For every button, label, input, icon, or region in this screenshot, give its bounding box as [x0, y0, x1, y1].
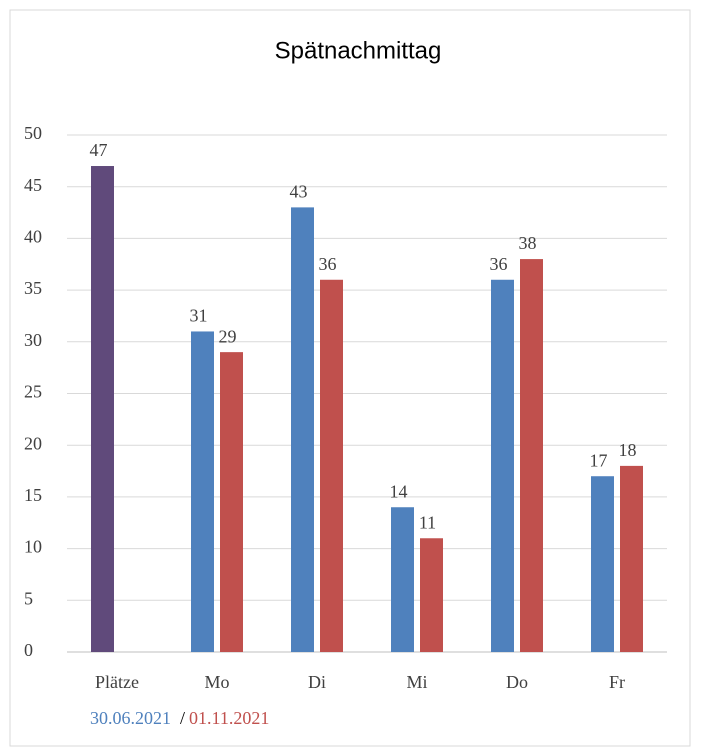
data-label: 36 — [490, 254, 508, 274]
legend-entry: / — [180, 708, 185, 728]
y-tick-label: 5 — [24, 588, 33, 608]
bar — [620, 465, 643, 652]
bar — [591, 476, 614, 652]
data-label: 31 — [190, 306, 208, 326]
data-label: 18 — [619, 440, 637, 460]
data-label: 29 — [219, 326, 237, 346]
data-label: 14 — [390, 481, 408, 501]
bar — [420, 538, 443, 652]
data-label: 47 — [90, 140, 108, 160]
data-label: 43 — [290, 182, 308, 202]
y-tick-label: 0 — [24, 640, 33, 660]
y-tick-label: 25 — [24, 382, 42, 402]
bar — [291, 207, 314, 652]
bar — [391, 507, 414, 652]
y-tick-label: 10 — [24, 537, 42, 557]
y-tick-label: 40 — [24, 227, 42, 247]
legend-entry: 30.06.2021 — [90, 708, 171, 728]
chart-title: Spätnachmittag — [275, 37, 442, 64]
bar — [220, 352, 243, 652]
legend: 30.06.2021 /01.11.2021 — [90, 708, 269, 728]
data-label: 36 — [319, 254, 337, 274]
y-tick-label: 15 — [24, 485, 42, 505]
x-tick-label: Plätze — [95, 672, 139, 692]
y-tick-label: 35 — [24, 278, 42, 298]
x-tick-label: Mi — [406, 672, 427, 692]
bar — [91, 166, 114, 652]
chart-border — [9, 9, 691, 747]
data-label: 38 — [519, 233, 537, 253]
y-tick-label: 30 — [24, 330, 42, 350]
bar — [320, 279, 343, 652]
data-label: 17 — [590, 450, 608, 470]
legend-entry: 01.11.2021 — [189, 708, 269, 728]
y-tick-label: 50 — [24, 123, 42, 143]
x-tick-label: Di — [308, 672, 326, 692]
y-tick-label: 20 — [24, 433, 42, 453]
y-tick-label: 45 — [24, 175, 42, 195]
bar — [520, 259, 543, 652]
x-tick-label: Mo — [204, 672, 229, 692]
bar — [491, 279, 514, 652]
bar — [191, 331, 214, 652]
data-label: 11 — [419, 512, 436, 532]
x-tick-label: Fr — [609, 672, 625, 692]
x-tick-label: Do — [506, 672, 528, 692]
